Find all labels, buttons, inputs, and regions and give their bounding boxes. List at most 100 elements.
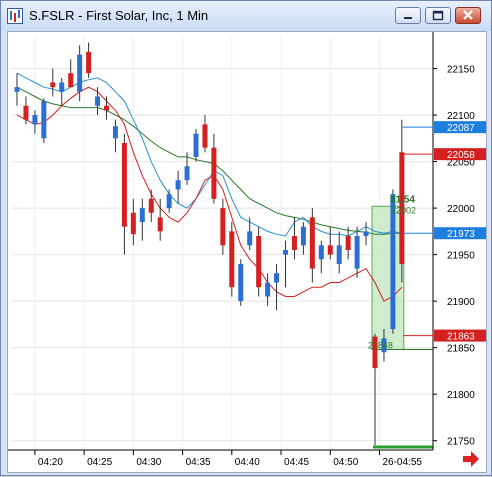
candle — [390, 189, 396, 334]
candle-body — [345, 236, 351, 250]
price-tag-label: 22087 — [447, 123, 475, 134]
chart-area[interactable]: 22150 22100 22050 22000 21950 21900 21850 21800… — [7, 31, 487, 473]
candle-body — [139, 208, 145, 223]
candle — [372, 333, 378, 446]
candle-body — [300, 226, 306, 246]
price-tick-label: 21950 — [447, 251, 475, 262]
candle — [166, 189, 172, 213]
candle — [77, 45, 83, 102]
measure-selection — [371, 205, 433, 449]
candle-body — [220, 208, 226, 246]
time-tick-label: 04:50 — [333, 457, 358, 468]
candle — [211, 133, 217, 204]
candle — [220, 198, 226, 255]
price-tick-label: 22150 — [447, 65, 475, 76]
candle-body — [336, 245, 342, 264]
candle-body — [23, 105, 29, 120]
candle-body — [381, 338, 387, 353]
time-tick-label: 26-04:55 — [382, 457, 422, 468]
candle — [50, 68, 56, 97]
price-tag-label: 21973 — [447, 229, 475, 240]
price-tag-label: 22058 — [447, 150, 475, 161]
candle — [41, 98, 47, 143]
candle — [184, 152, 190, 185]
candle-body — [68, 73, 74, 88]
minimize-button[interactable] — [395, 7, 421, 24]
candle — [274, 263, 280, 311]
price-tag — [434, 121, 486, 134]
candle — [175, 170, 181, 204]
ma-fast-line — [16, 86, 403, 302]
scroll-right-control — [463, 451, 479, 467]
candle-body — [59, 82, 65, 92]
candle-body — [399, 152, 405, 264]
candle — [202, 115, 208, 153]
candle-body — [363, 231, 369, 237]
title-bar[interactable]: S.FSLR - First Solar, Inc, 1 Min — [1, 1, 491, 31]
ma-mid-line — [16, 72, 402, 237]
price-tick-label: 22050 — [447, 158, 475, 169]
price-tag — [434, 329, 486, 342]
candle — [309, 208, 315, 283]
close-button[interactable] — [455, 7, 481, 24]
candle-body — [41, 101, 47, 139]
candle-body — [318, 245, 324, 260]
price-tick-label: 21800 — [447, 390, 475, 401]
price-tag — [434, 227, 486, 240]
candle — [59, 77, 65, 106]
chart-app-icon — [7, 8, 23, 24]
candle-body — [166, 194, 172, 209]
candle — [238, 259, 244, 306]
candle — [130, 198, 136, 246]
candle-body — [130, 212, 136, 235]
candle — [291, 217, 297, 260]
candle — [229, 222, 235, 297]
candle — [139, 198, 145, 241]
candle-body — [309, 217, 315, 269]
price-tag — [434, 148, 486, 161]
candle — [327, 226, 333, 260]
maximize-icon — [432, 10, 444, 21]
time-tick-label: 04:45 — [284, 457, 309, 468]
candle — [300, 222, 306, 255]
price-tick-label: 22100 — [447, 111, 475, 122]
time-tick-label: 04:40 — [235, 457, 260, 468]
candle-body — [283, 249, 288, 255]
time-axis: 04:20 04:25 04:30 04:35 04:40 04:45 04:50 26-04… — [8, 449, 433, 468]
scroll-right-icon[interactable] — [463, 451, 479, 467]
candle — [247, 217, 253, 250]
maximize-button[interactable] — [425, 7, 451, 24]
moving-averages — [16, 72, 403, 302]
candle-body — [354, 236, 360, 269]
candle-body — [14, 87, 20, 92]
candle-body — [121, 142, 127, 227]
candle — [256, 226, 262, 297]
candle — [148, 189, 154, 223]
candle-body — [274, 273, 280, 283]
candle — [381, 329, 387, 362]
measure-box — [371, 205, 405, 351]
candle — [336, 231, 342, 274]
candle-body — [202, 124, 208, 148]
selection-diff-label: $1.54 — [390, 194, 415, 205]
time-tick-label: 04:25 — [87, 457, 112, 468]
candle — [121, 133, 127, 255]
candle-body — [175, 180, 181, 190]
price-chart[interactable]: 22150 22100 22050 22000 21950 21900 21850 21800… — [8, 32, 486, 472]
candle-body — [32, 115, 38, 125]
candle — [399, 119, 405, 283]
candle — [112, 119, 118, 153]
candle-body — [327, 245, 333, 255]
minimize-icon — [404, 17, 412, 19]
candle-body — [193, 133, 199, 157]
candle-body — [265, 282, 271, 297]
price-tag-label: 21863 — [447, 332, 475, 343]
candle — [193, 129, 199, 162]
candle — [157, 198, 163, 241]
candles — [14, 42, 405, 446]
candle-body — [77, 54, 83, 92]
candle-body — [247, 231, 253, 246]
candle — [14, 73, 20, 106]
